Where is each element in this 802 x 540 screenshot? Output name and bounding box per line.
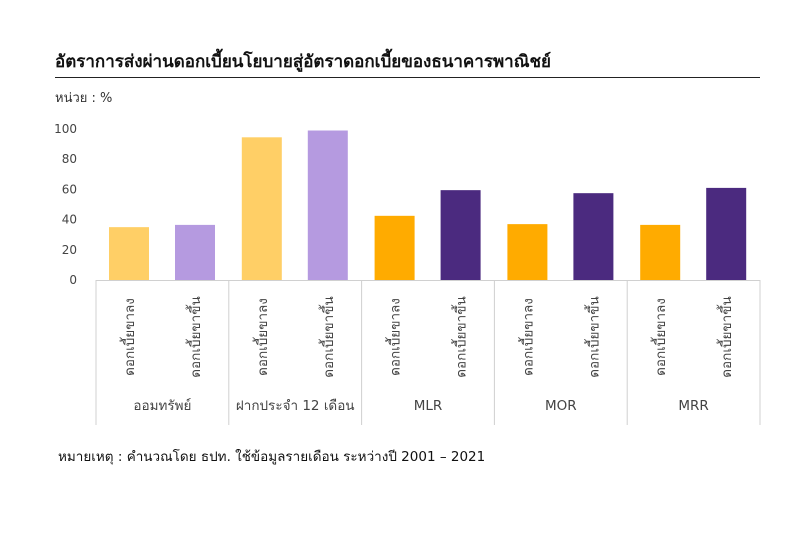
- y-tick-label: 100: [54, 122, 77, 136]
- footnote: หมายเหตุ : คำนวณโดย ธปท. ใช้ข้อมูลรายเดื…: [58, 449, 486, 465]
- y-tick-label: 80: [62, 152, 77, 166]
- y-tick-label: 60: [62, 182, 77, 196]
- bar-sub-label: ดอกเบี้ยขาขึ้น: [583, 296, 602, 377]
- bar-sub-label: ดอกเบี้ยขาลง: [385, 298, 404, 376]
- bar-sub-label: ดอกเบี้ยขาขึ้น: [318, 296, 337, 377]
- bar-mlr-1: [440, 190, 481, 280]
- bar-sub-label: ดอกเบี้ยขาลง: [517, 298, 536, 376]
- bar-mrr-0: [640, 224, 681, 280]
- unit-label: หน่วย : %: [55, 91, 113, 106]
- bar-ออมทรัพย์-0: [109, 227, 149, 280]
- y-tick-label: 40: [62, 213, 77, 227]
- bar-sub-label: ดอกเบี้ยขาขึ้น: [716, 296, 735, 377]
- title-divider: [55, 77, 760, 78]
- y-tick-label: 20: [62, 243, 77, 257]
- group-label: ฝากประจำ 12 เดือน: [236, 398, 355, 414]
- bar-sub-label: ดอกเบี้ยขาลง: [650, 298, 669, 376]
- bar-mrr-1: [706, 187, 747, 280]
- group-label: MLR: [414, 398, 443, 414]
- bar-mlr-0: [374, 215, 415, 280]
- bar-mor-1: [573, 193, 614, 280]
- group-label: MOR: [545, 398, 577, 414]
- bar-sub-label: ดอกเบี้ยขาขึ้น: [185, 296, 204, 377]
- bar-ฝากประจำ-12-เดือน-1: [307, 130, 348, 280]
- bar-ออมทรัพย์-1: [175, 224, 215, 280]
- bar-sub-label: ดอกเบี้ยขาลง: [119, 298, 138, 376]
- bar-ฝากประจำ-12-เดือน-0: [241, 137, 282, 280]
- group-label: MRR: [678, 398, 708, 414]
- chart-title: อัตราการส่งผ่านดอกเบี้ยนโยบายสู่อัตราดอก…: [55, 52, 551, 72]
- bar-sub-label: ดอกเบี้ยขาขึ้น: [451, 296, 470, 377]
- y-tick-label: 0: [69, 273, 77, 287]
- bar-sub-label: ดอกเบี้ยขาลง: [252, 298, 271, 376]
- group-label: ออมทรัพย์: [133, 397, 191, 414]
- bar-mor-0: [507, 224, 548, 280]
